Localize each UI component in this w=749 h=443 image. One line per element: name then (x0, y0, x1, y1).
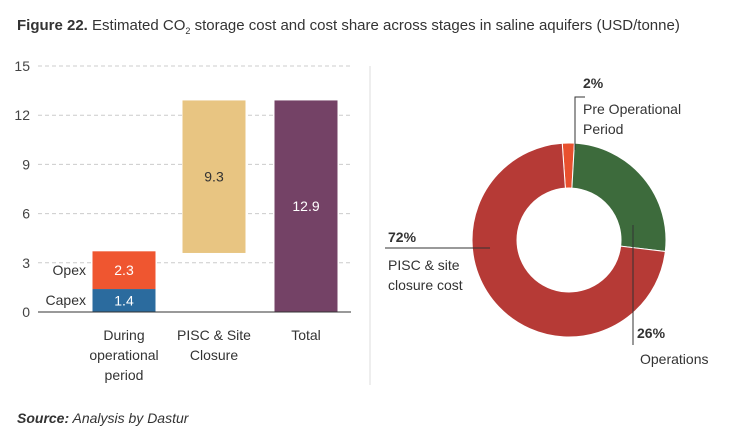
slice-label: Operations (640, 351, 708, 367)
slice-label: Pre Operational (583, 101, 681, 117)
bar-value-label: 9.3 (204, 169, 224, 185)
source-note: Source: Analysis by Dastur (17, 410, 189, 426)
y-tick-label: 9 (22, 156, 30, 172)
bar-value-label: 1.4 (114, 293, 134, 309)
bar-segment (92, 289, 156, 312)
bar-segment (274, 100, 338, 312)
leader-line (574, 96, 585, 150)
donut-slice (571, 142, 667, 253)
bar-segment (92, 251, 156, 290)
x-tick-label: operational (89, 347, 158, 363)
x-tick-label: period (105, 367, 144, 383)
slice-label: Period (583, 121, 623, 137)
slice-label: closure cost (388, 277, 463, 293)
figure-title: Figure 22. Estimated CO2 storage cost an… (17, 17, 680, 36)
slice-pct: 72% (388, 229, 417, 245)
slice-label: PISC & site (388, 257, 460, 273)
legend-capex: Capex (46, 292, 86, 308)
y-tick-label: 12 (14, 107, 30, 123)
x-tick-label: Total (291, 327, 321, 343)
x-tick-label: Closure (190, 347, 238, 363)
slice-pct: 26% (637, 325, 666, 341)
donut-slice (471, 142, 666, 338)
y-tick-label: 15 (14, 58, 30, 74)
bar-value-label: 2.3 (114, 262, 134, 278)
y-tick-label: 6 (22, 206, 30, 222)
y-tick-label: 0 (22, 304, 30, 320)
legend-opex: Opex (53, 262, 86, 278)
x-tick-label: During (103, 327, 144, 343)
x-tick-label: PISC & Site (177, 327, 251, 343)
bar-value-label: 12.9 (292, 198, 319, 214)
y-tick-label: 3 (22, 255, 30, 271)
bar-segment (182, 100, 246, 253)
slice-pct: 2% (583, 75, 604, 91)
